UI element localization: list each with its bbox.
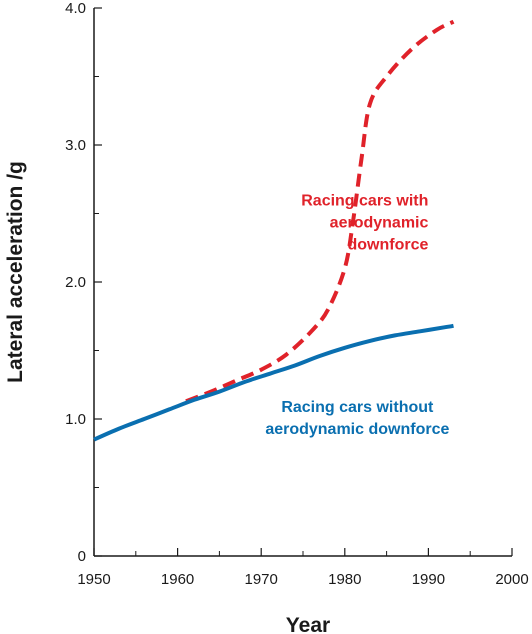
series-line-with-downforce bbox=[185, 19, 455, 404]
annotation-line: downforce bbox=[348, 236, 429, 253]
annotation-line: Racing cars with bbox=[301, 192, 428, 209]
series-line-without-downforce bbox=[93, 323, 454, 442]
ticks: 0 1.0 2.0 3.0 4.0 1950 1960 1970 1980 1990 2000 bbox=[65, 0, 529, 588]
annotations: Racing cars with aerodynamic downforce Raci… bbox=[265, 192, 449, 438]
series-layer bbox=[93, 19, 455, 442]
x-tick-label: 1980 bbox=[328, 571, 361, 588]
x-tick-label: 1990 bbox=[412, 571, 445, 588]
y-tick-label: 3.0 bbox=[65, 137, 86, 154]
x-tick-label: 1960 bbox=[161, 571, 194, 588]
annotation-line: aerodynamic bbox=[330, 214, 429, 231]
y-tick-label: 2.0 bbox=[65, 274, 86, 291]
y-tick-label: 4.0 bbox=[65, 0, 86, 17]
y-tick-label: 0 bbox=[78, 548, 86, 565]
annotation-line: Racing cars without bbox=[281, 399, 434, 416]
x-tick-label: 1970 bbox=[245, 571, 278, 588]
x-tick-label: 2000 bbox=[495, 571, 528, 588]
annotation-line: aerodynamic downforce bbox=[265, 421, 449, 438]
axes bbox=[93, 8, 512, 557]
y-tick-label: 1.0 bbox=[65, 411, 86, 428]
y-axis-title: Lateral acceleration /g bbox=[4, 161, 27, 383]
x-tick-label: 1950 bbox=[77, 571, 110, 588]
x-axis-title: Year bbox=[286, 614, 330, 634]
